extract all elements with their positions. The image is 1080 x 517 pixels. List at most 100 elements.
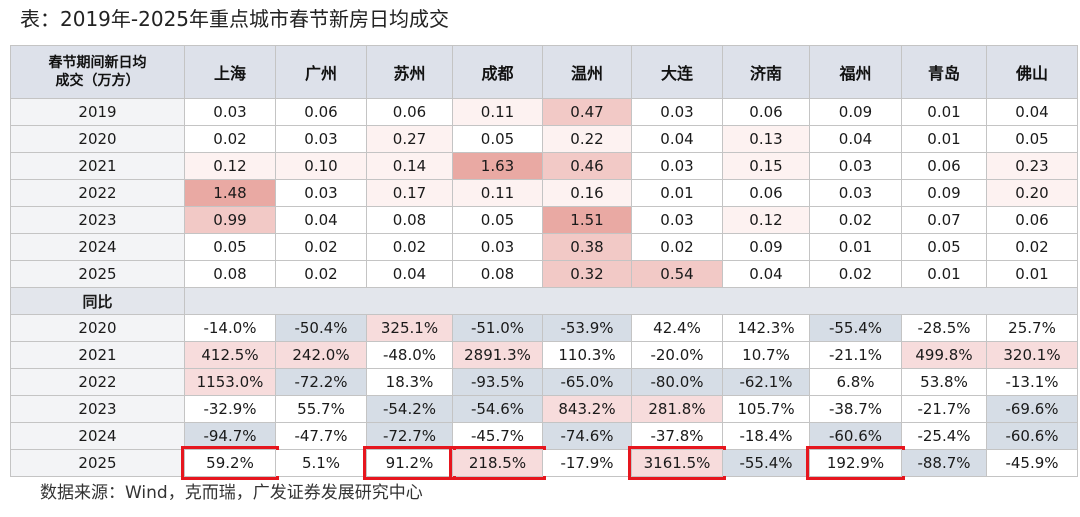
- volume-cell: 0.08: [452, 260, 543, 288]
- volume-cell: 0.03: [275, 179, 367, 207]
- yoy-value: -37.8%: [650, 427, 704, 445]
- yoy-cell: -72.7%: [366, 422, 453, 450]
- yoy-value: -69.6%: [1005, 400, 1059, 418]
- volume-cell: 0.04: [986, 98, 1078, 126]
- yoy-cell: -72.2%: [275, 368, 367, 396]
- row-year-label: 2021: [10, 341, 185, 369]
- header-city: 上海: [184, 45, 276, 99]
- volume-cell: 0.03: [452, 233, 543, 261]
- yoy-value: -32.9%: [203, 400, 257, 418]
- yoy-value: -94.7%: [203, 427, 257, 445]
- yoy-value: -28.5%: [917, 319, 971, 337]
- yoy-cell: 42.4%: [631, 314, 723, 342]
- yoy-row: 2020 -14.0% -50.4% 325.1% -51.0% -53.9% 42.4% 1…: [10, 314, 1078, 342]
- yoy-value: -38.7%: [828, 400, 883, 418]
- row-year-label: 2022: [10, 179, 185, 207]
- yoy-cell: 412.5%: [184, 341, 276, 369]
- yoy-cell: -32.9%: [184, 395, 276, 423]
- yoy-value: 142.3%: [737, 319, 795, 337]
- yoy-value: 6.8%: [836, 373, 875, 391]
- volume-cell: 0.03: [631, 206, 723, 234]
- volume-cell: 0.03: [631, 152, 723, 180]
- yoy-value: -45.9%: [1005, 454, 1059, 472]
- yoy-cell: -48.0%: [366, 341, 453, 369]
- yoy-value: -25.4%: [917, 427, 971, 445]
- volume-row: 2022 1.48 0.03 0.17 0.11 0.16 0.01 0.06 0.03 0.09…: [10, 179, 1078, 207]
- yoy-value: -72.2%: [294, 373, 348, 391]
- yoy-cell: -25.4%: [901, 422, 987, 450]
- volume-cell: 0.99: [184, 206, 276, 234]
- yoy-row: 2025 59.2% 5.1% 91.2% 218.5% -17.9% 3161.5% -55…: [10, 446, 1078, 480]
- yoy-cell: 499.8%: [901, 341, 987, 369]
- header-city: 福州: [809, 45, 902, 99]
- yoy-cell: 105.7%: [722, 395, 810, 423]
- volume-cell: 0.01: [901, 125, 987, 153]
- volume-cell: 0.20: [986, 179, 1078, 207]
- yoy-cell: 192.9%: [806, 446, 905, 480]
- yoy-cell: 1153.0%: [184, 368, 276, 396]
- yoy-value: 5.1%: [301, 454, 341, 472]
- volume-cell: 0.27: [366, 125, 453, 153]
- yoy-cell: 320.1%: [986, 341, 1078, 369]
- yoy-cell: -54.6%: [452, 395, 543, 423]
- yoy-cell: -60.6%: [809, 422, 902, 450]
- yoy-value: 1153.0%: [196, 373, 264, 391]
- yoy-value: -74.6%: [560, 427, 614, 445]
- yoy-value: -60.6%: [1005, 427, 1059, 445]
- yoy-value: 10.7%: [742, 346, 790, 364]
- yoy-cell: -50.4%: [275, 314, 367, 342]
- yoy-section-spacer: [184, 287, 1078, 315]
- corner-label-line2: 成交（万方）: [55, 73, 140, 89]
- data-table-container: 春节期间新日均 成交（万方） 上海 广州 苏州 成都 温州 大连 济南 福州 青…: [10, 45, 1078, 480]
- volume-cell: 0.03: [631, 98, 723, 126]
- yoy-value: -72.7%: [382, 427, 437, 445]
- yoy-cell: -80.0%: [631, 368, 723, 396]
- volume-cell: 0.38: [542, 233, 632, 261]
- volume-cell: 0.23: [986, 152, 1078, 180]
- yoy-cell: -37.8%: [631, 422, 723, 450]
- yoy-cell: -94.7%: [184, 422, 276, 450]
- volume-cell: 0.14: [366, 152, 453, 180]
- volume-cell: 1.63: [452, 152, 543, 180]
- yoy-value: 242.0%: [292, 346, 350, 364]
- yoy-value: 91.2%: [385, 454, 434, 472]
- yoy-value: -53.9%: [560, 319, 614, 337]
- yoy-cell: -13.1%: [986, 368, 1078, 396]
- yoy-cell: -51.0%: [452, 314, 543, 342]
- yoy-row: 2024 -94.7% -47.7% -72.7% -45.7% -74.6% -37.8%…: [10, 422, 1078, 450]
- yoy-cell: -45.7%: [452, 422, 543, 450]
- yoy-value: -20.0%: [650, 346, 704, 364]
- corner-label-line1: 春节期间新日均: [48, 55, 147, 71]
- source-note: 数据来源：Wind，克而瑞，广发证券发展研究中心: [40, 483, 423, 503]
- volume-cell: 0.04: [809, 125, 902, 153]
- volume-cell: 0.05: [986, 125, 1078, 153]
- volume-cell: 0.01: [986, 260, 1078, 288]
- yoy-value: -47.7%: [294, 427, 348, 445]
- city-sales-table: 春节期间新日均 成交（万方） 上海 广州 苏州 成都 温州 大连 济南 福州 青…: [10, 45, 1078, 480]
- yoy-value: -48.0%: [382, 346, 437, 364]
- row-year-label: 2019: [10, 98, 185, 126]
- row-year-label: 2025: [10, 449, 185, 477]
- yoy-cell: -14.0%: [184, 314, 276, 342]
- yoy-cell: 325.1%: [366, 314, 453, 342]
- yoy-value: -51.0%: [470, 319, 525, 337]
- volume-row: 2021 0.12 0.10 0.14 1.63 0.46 0.03 0.15 0.03 0.06…: [10, 152, 1078, 180]
- volume-cell: 0.08: [184, 260, 276, 288]
- yoy-section-label: 同比: [10, 287, 185, 315]
- volume-cell: 0.02: [184, 125, 276, 153]
- volume-cell: 0.06: [722, 179, 810, 207]
- header-row: 春节期间新日均 成交（万方） 上海 广州 苏州 成都 温州 大连 济南 福州 青…: [10, 45, 1078, 99]
- yoy-value: 218.5%: [468, 454, 527, 472]
- yoy-cell: -28.5%: [901, 314, 987, 342]
- yoy-row: 2023 -32.9% 55.7% -54.2% -54.6% 843.2% 281.8% 1…: [10, 395, 1078, 423]
- yoy-cell: -53.9%: [542, 314, 632, 342]
- volume-cell: 0.09: [901, 179, 987, 207]
- yoy-cell: 843.2%: [542, 395, 632, 423]
- yoy-cell: 5.1%: [275, 449, 367, 477]
- volume-cell: 0.06: [901, 152, 987, 180]
- yoy-cell: -54.2%: [366, 395, 453, 423]
- yoy-cell: 110.3%: [542, 341, 632, 369]
- volume-cell: 0.03: [809, 179, 902, 207]
- yoy-value: -54.2%: [382, 400, 437, 418]
- yoy-value: -18.4%: [739, 427, 793, 445]
